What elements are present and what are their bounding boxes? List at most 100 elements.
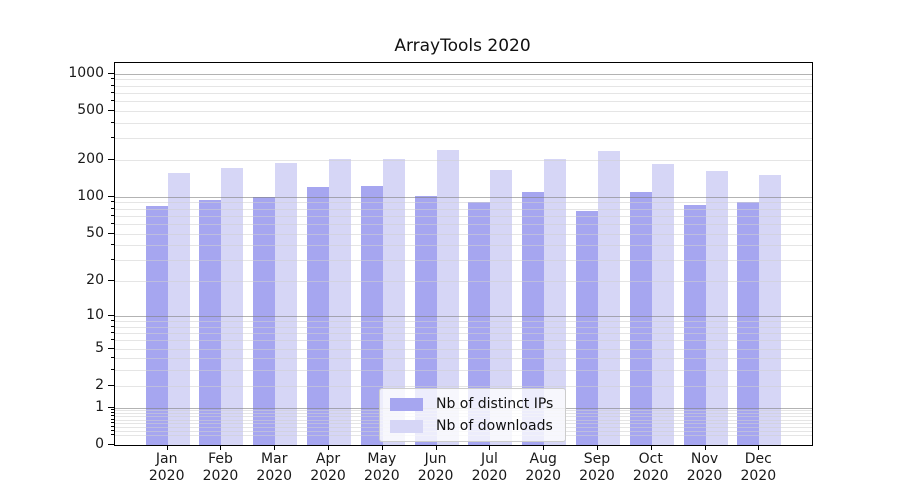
y-axis-minor-tick [111,415,114,417]
y-axis-minor-tick [111,434,114,436]
x-axis-month: Jan [155,451,178,467]
legend-swatch-distinct-ips [390,397,423,411]
x-axis-year: 2020 [471,468,508,484]
y-axis-label: 500 [77,101,104,118]
bar-downloads-mar [275,162,298,445]
x-axis-label-mar: Mar 2020 [242,451,306,485]
minor-gridline [115,223,812,225]
y-axis-label: 10 [86,307,104,324]
chart-title: ArrayTools 2020 [394,36,531,56]
y-axis-tick [108,195,114,197]
y-axis-minor-tick [111,84,114,86]
y-axis-minor-tick [111,369,114,371]
y-axis-label: 2 [95,376,104,393]
bar-downloads-jul [490,170,513,445]
minor-gridline [115,79,812,81]
y-axis-minor-tick [111,214,114,216]
legend-label-downloads: Nb of downloads [436,418,553,434]
bar-distinct-ips-aug [522,192,545,445]
y-axis-label: 0 [95,436,104,452]
y-axis-tick [108,232,114,234]
y-axis-minor-tick [111,244,114,246]
bar-downloads-apr [329,159,352,445]
y-axis-minor-tick [111,259,114,261]
minor-gridline [115,348,812,350]
major-gridline [115,73,812,75]
y-axis-minor-tick [111,422,114,424]
x-axis-year: 2020 [632,468,669,484]
bar-distinct-ips-mar [253,196,276,445]
y-axis-tick [108,384,114,386]
legend: Nb of distinct IPs Nb of downloads [379,388,567,442]
x-axis-tick [435,445,437,450]
y-axis-minor-tick [111,412,114,414]
y-axis-label: 1 [95,398,104,415]
x-axis-label-sep: Sep 2020 [565,451,629,485]
x-axis-tick [543,445,545,450]
x-axis-month: Apr [315,451,341,467]
y-axis-minor-tick [111,409,114,411]
x-axis-month: Oct [638,451,663,467]
bar-distinct-ips-jun [414,195,437,445]
bar-distinct-ips-jan [145,205,168,445]
y-axis-label: 1000 [68,64,104,81]
bar-distinct-ips-oct [629,191,652,445]
bar-distinct-ips-jul [468,202,491,445]
minor-gridline [115,208,812,210]
x-axis-year: 2020 [256,468,293,484]
minor-gridline [115,92,812,94]
y-axis-tick [108,347,114,349]
y-axis-minor-tick [111,207,114,209]
y-axis-tick [108,315,114,317]
bar-distinct-ips-nov [683,204,706,445]
y-axis-label: 100 [77,187,104,204]
y-axis-minor-tick [111,201,114,203]
major-gridline [115,196,812,198]
y-axis-tick [108,72,114,74]
y-axis-minor-tick [111,121,114,123]
minor-gridline [115,260,812,262]
x-axis-tick [704,445,706,450]
bar-downloads-jan [167,172,190,445]
bar-downloads-nov [705,170,728,445]
x-axis-month: Dec [744,451,772,467]
minor-gridline [115,326,812,328]
y-axis-label: 200 [77,150,104,167]
minor-gridline [115,159,812,161]
y-axis-minor-tick [111,320,114,322]
y-axis-label: 5 [95,339,104,356]
bar-downloads-sep [597,151,620,445]
minor-gridline [115,85,812,87]
bar-distinct-ips-may [360,186,383,445]
minor-gridline [115,385,812,387]
minor-gridline [115,358,812,360]
x-axis-label-feb: Feb 2020 [188,451,252,485]
x-axis-year: 2020 [740,468,777,484]
y-axis-minor-tick [111,339,114,341]
x-axis-label-jul: Jul 2020 [457,451,521,485]
x-axis-year: 2020 [310,468,346,484]
plot-area: Nb of distinct IPs Nb of downloads [114,62,813,446]
legend-item-downloads: Nb of downloads [390,418,553,434]
minor-gridline [115,100,812,102]
x-axis-month: Jul [480,451,498,467]
x-axis-month: Feb [208,451,233,467]
minor-gridline [115,138,812,140]
y-axis-minor-tick [111,425,114,427]
x-axis-label-aug: Aug 2020 [511,451,575,485]
x-axis-label-dec: Dec 2020 [726,451,790,485]
x-axis-month: Jun [424,451,447,467]
x-axis-year: 2020 [579,468,615,484]
y-axis-tick [108,406,114,408]
minor-gridline [115,233,812,235]
x-axis-year: 2020 [525,468,561,484]
minor-gridline [115,202,812,204]
x-axis-label-may: May 2020 [350,451,414,485]
y-axis-minor-tick [111,429,114,431]
minor-gridline [115,370,812,372]
y-axis-label: 50 [86,224,104,241]
bar-downloads-oct [651,164,674,445]
x-axis-month: Sep [583,451,611,467]
legend-label-distinct-ips: Nb of distinct IPs [436,396,554,412]
